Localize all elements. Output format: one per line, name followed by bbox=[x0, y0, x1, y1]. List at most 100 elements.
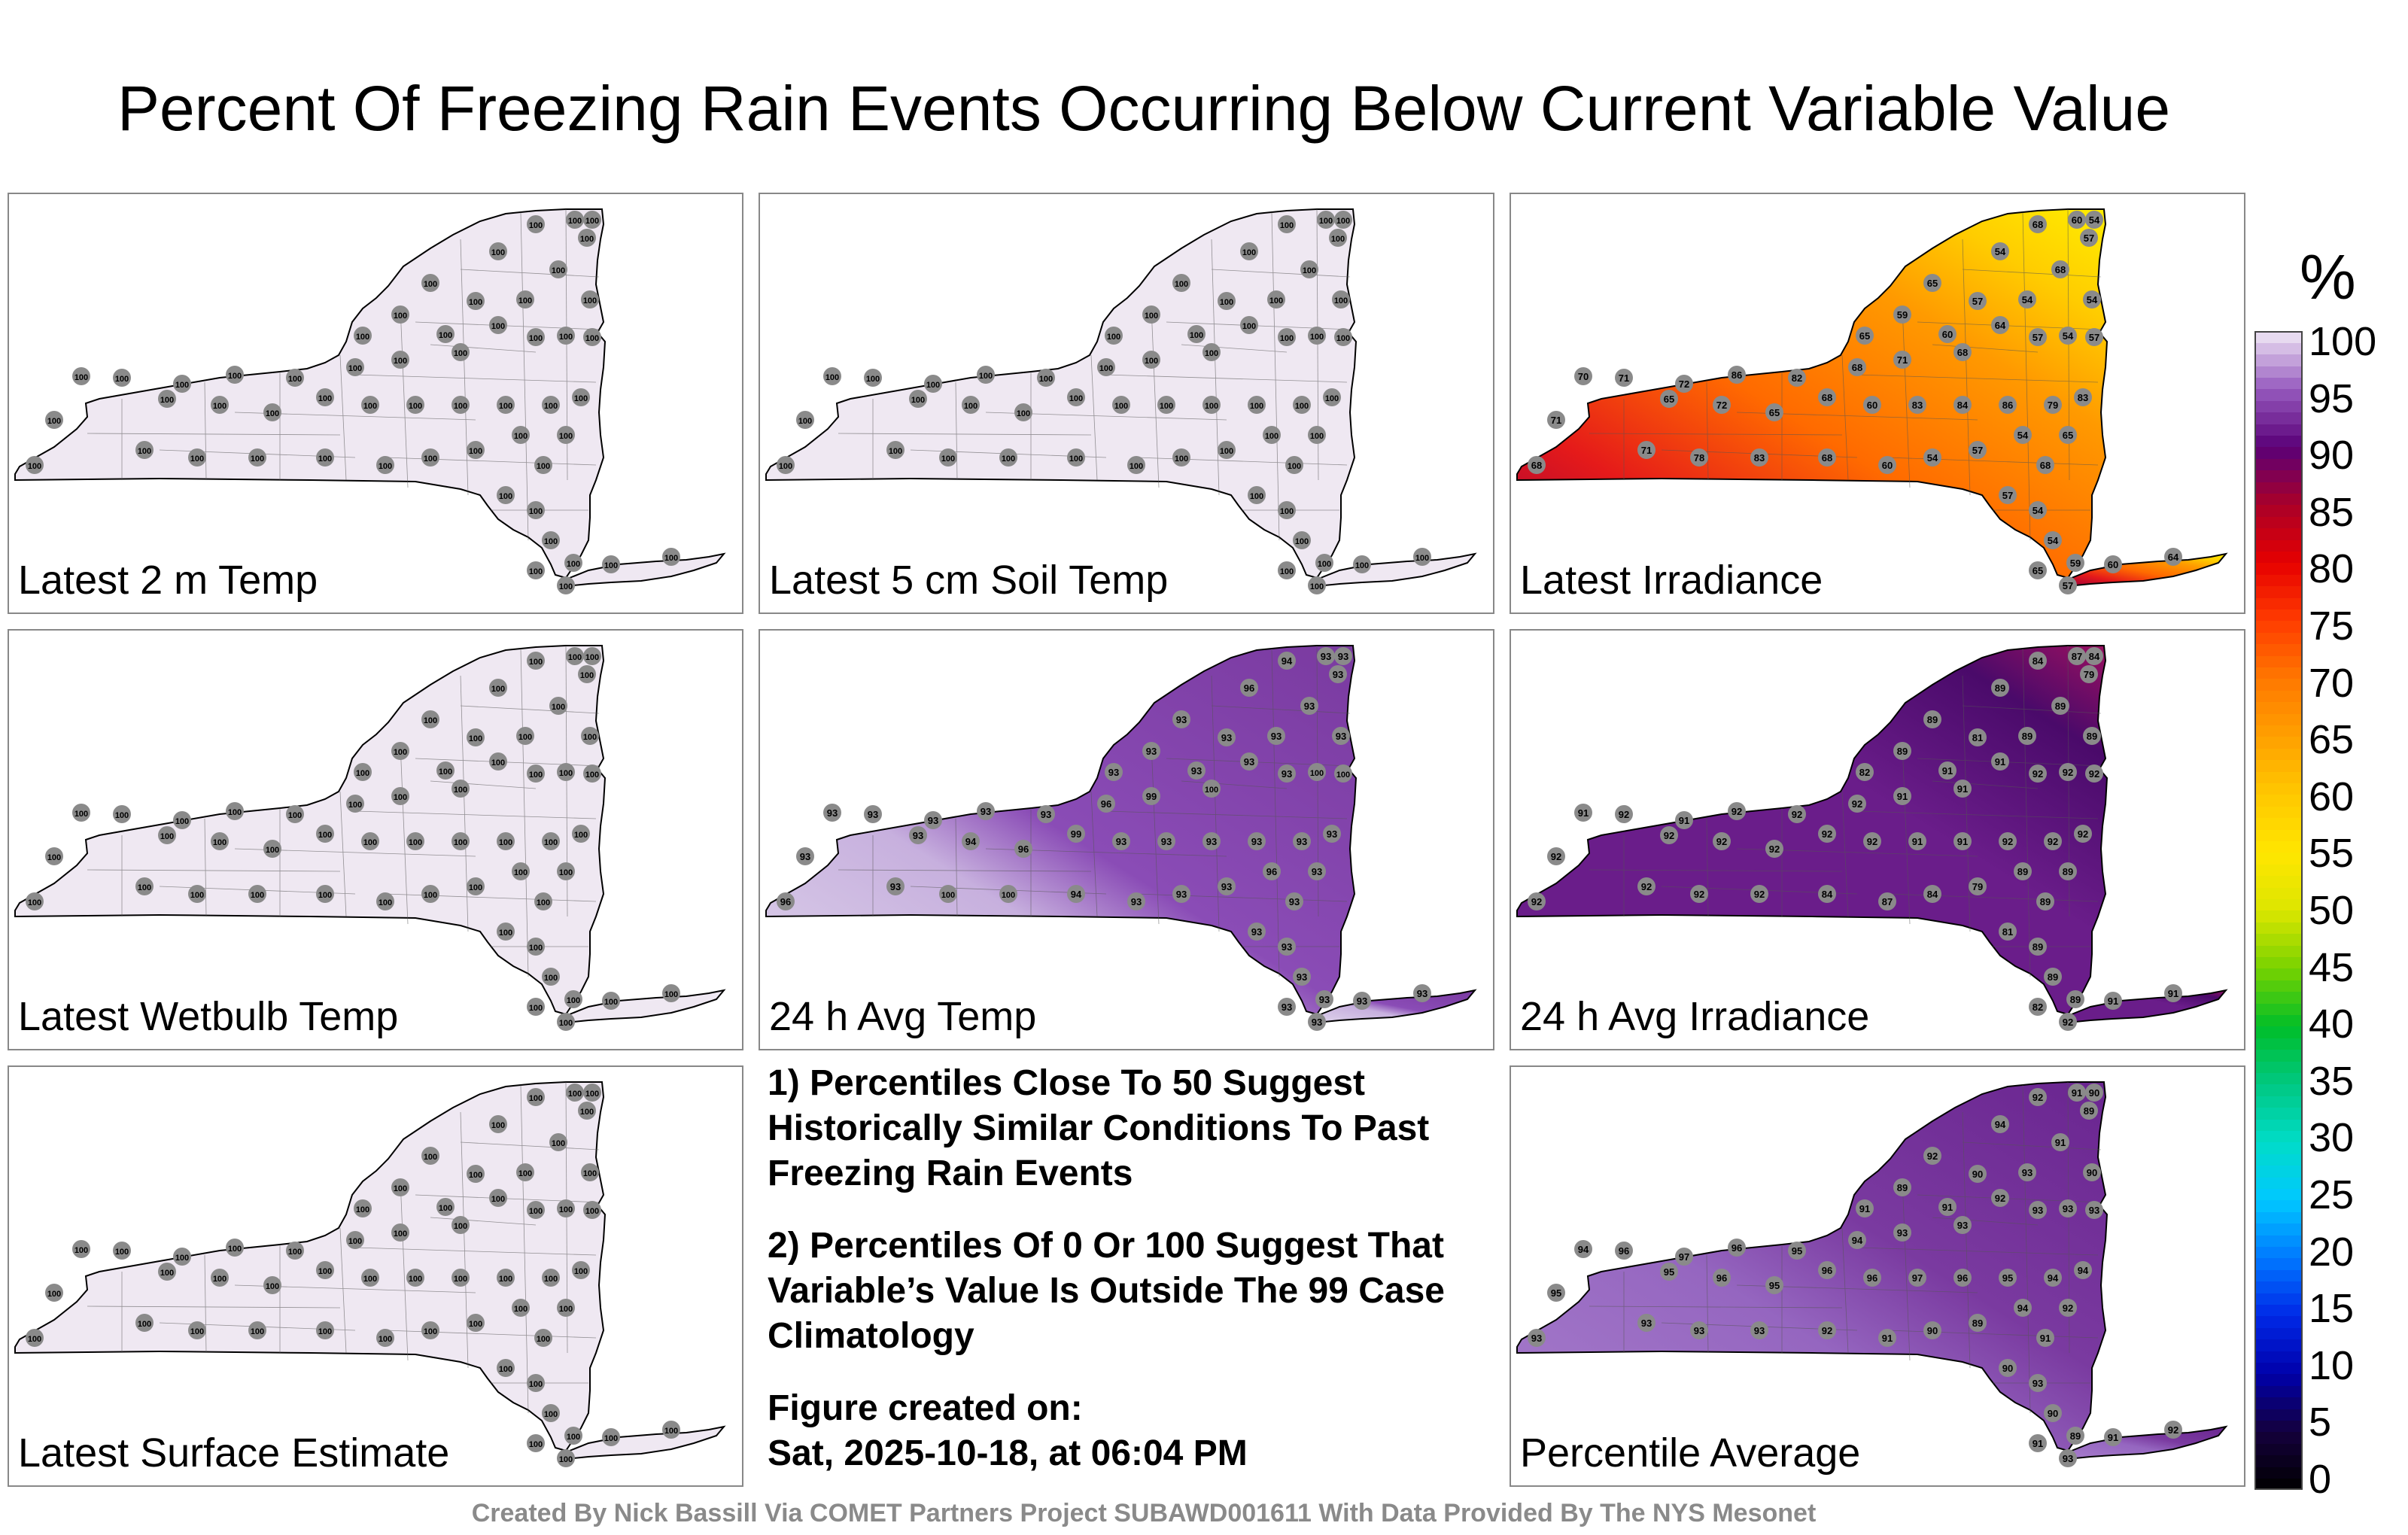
station-value: 100 bbox=[926, 381, 940, 390]
station-value: 91 bbox=[1578, 807, 1589, 819]
station-dot bbox=[2074, 825, 2092, 843]
colorbar-tick-label: 45 bbox=[2309, 944, 2355, 990]
station-marker: 100 bbox=[527, 998, 545, 1016]
station-marker: 91 bbox=[2164, 984, 2182, 1002]
station-value: 54 bbox=[2087, 294, 2098, 305]
station-marker: 100 bbox=[72, 367, 90, 385]
station-value: 84 bbox=[1822, 889, 1833, 900]
station-marker: 93 bbox=[2085, 1201, 2103, 1219]
station-value: 100 bbox=[379, 462, 392, 471]
figure-title: Percent Of Freezing Rain Events Occurrin… bbox=[117, 73, 2171, 144]
station-dot bbox=[497, 923, 515, 941]
station-value: 94 bbox=[965, 836, 977, 847]
station-value: 93 bbox=[1116, 836, 1126, 847]
station-dot bbox=[1788, 369, 1806, 387]
station-value: 100 bbox=[567, 1433, 580, 1442]
station-marker: 92 bbox=[2085, 764, 2103, 783]
station-value: 100 bbox=[1039, 375, 1053, 384]
station-marker: 100 bbox=[497, 1359, 515, 1377]
figure-created-label: Figure created on: bbox=[768, 1388, 1083, 1428]
station-marker: 93 bbox=[2059, 1449, 2077, 1467]
station-marker: 91 bbox=[1675, 811, 1693, 829]
station-dot bbox=[1097, 358, 1115, 376]
station-dot bbox=[1991, 316, 2009, 334]
credit-line: Created By Nick Bassill Via COMET Partne… bbox=[471, 1499, 1817, 1527]
station-value: 92 bbox=[1694, 889, 1704, 900]
station-marker: 100 bbox=[662, 984, 680, 1002]
station-value: 100 bbox=[979, 372, 993, 381]
station-marker: 90 bbox=[2085, 1084, 2103, 1102]
station-value: 100 bbox=[1250, 402, 1263, 411]
station-marker: 92 bbox=[1637, 877, 1655, 895]
station-dot bbox=[113, 369, 131, 387]
station-marker: 100 bbox=[1278, 501, 1296, 519]
station-value: 89 bbox=[2022, 731, 2033, 742]
station-dot bbox=[602, 992, 620, 1010]
colorbar-segment bbox=[2254, 1096, 2303, 1108]
station-marker: 100 bbox=[346, 795, 364, 813]
station-dot bbox=[1878, 892, 1896, 910]
station-dot bbox=[1187, 761, 1206, 780]
station-value: 93 bbox=[800, 851, 810, 862]
station-value: 100 bbox=[1355, 561, 1369, 570]
station-dot bbox=[489, 1189, 507, 1207]
station-marker: 54 bbox=[1991, 242, 2009, 260]
station-marker: 100 bbox=[557, 1299, 575, 1317]
station-marker: 100 bbox=[211, 1269, 229, 1287]
colorbar-segment bbox=[2254, 1211, 2303, 1224]
station-value: 60 bbox=[1882, 460, 1893, 471]
station-dot bbox=[1788, 1242, 1806, 1260]
station-dot bbox=[1615, 1242, 1633, 1260]
station-marker: 100 bbox=[26, 1329, 44, 1347]
colorbar-segment bbox=[2254, 1420, 2303, 1433]
station-marker: 100 bbox=[777, 456, 795, 474]
station-marker: 92 bbox=[2029, 1088, 2047, 1106]
station-value: 96 bbox=[1732, 1242, 1742, 1254]
station-dot bbox=[1202, 343, 1221, 361]
station-dot bbox=[467, 441, 485, 459]
station-dot bbox=[1067, 885, 1085, 903]
station-dot bbox=[1750, 448, 1768, 467]
station-value: 100 bbox=[529, 944, 543, 953]
station-dot bbox=[1127, 456, 1145, 474]
station-dot bbox=[346, 795, 364, 813]
station-value: 100 bbox=[394, 1184, 407, 1193]
station-marker: 90 bbox=[2044, 1404, 2062, 1422]
station-marker: 96 bbox=[777, 892, 795, 910]
station-marker: 93 bbox=[1329, 665, 1347, 683]
station-dot bbox=[26, 456, 44, 474]
station-marker: 68 bbox=[2051, 260, 2069, 278]
station-value: 100 bbox=[318, 831, 332, 840]
station-dot bbox=[1893, 1178, 1911, 1196]
station-marker: 89 bbox=[1991, 679, 2009, 697]
station-marker: 100 bbox=[864, 369, 882, 387]
station-value: 100 bbox=[1295, 402, 1309, 411]
station-marker: 100 bbox=[497, 486, 515, 504]
station-marker: 93 bbox=[1893, 1223, 1911, 1242]
station-dot bbox=[211, 396, 229, 414]
station-value: 94 bbox=[2017, 1302, 2029, 1314]
station-value: 100 bbox=[567, 996, 580, 1005]
station-marker: 84 bbox=[1953, 396, 1972, 414]
station-dot bbox=[361, 1269, 379, 1287]
station-dot bbox=[2029, 501, 2047, 519]
station-dot bbox=[572, 388, 590, 406]
station-marker: 100 bbox=[316, 448, 334, 467]
station-marker: 100 bbox=[286, 805, 304, 823]
station-marker: 100 bbox=[226, 802, 244, 820]
station-value: 100 bbox=[583, 733, 597, 742]
colorbar-segment bbox=[2254, 1339, 2303, 1351]
station-dot bbox=[662, 984, 680, 1002]
station-marker: 100 bbox=[1329, 229, 1347, 247]
station-dot bbox=[1999, 923, 2017, 941]
station-value: 92 bbox=[2002, 836, 2013, 847]
station-marker: 64 bbox=[2164, 548, 2182, 566]
colorbar-segment bbox=[2254, 1258, 2303, 1270]
station-marker: 100 bbox=[421, 710, 439, 728]
station-value: 86 bbox=[2002, 400, 2013, 411]
station-dot bbox=[421, 885, 439, 903]
station-value: 68 bbox=[2055, 264, 2066, 275]
colorbar-segment bbox=[2254, 968, 2303, 980]
station-dot bbox=[113, 805, 131, 823]
station-marker: 92 bbox=[1690, 885, 1708, 903]
